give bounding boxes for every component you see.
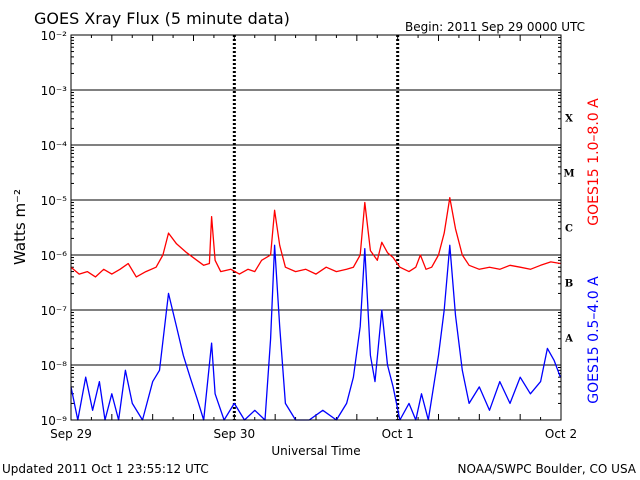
y-tick-label: 10⁻⁷ — [41, 304, 68, 318]
updated-time: Updated 2011 Oct 1 23:55:12 UTC — [2, 462, 209, 476]
begin-time: Begin: 2011 Sep 29 0000 UTC — [405, 20, 585, 34]
series-line-short-channel — [70, 244, 562, 421]
x-axis-label: Universal Time — [271, 444, 360, 458]
y-tick-label: 10⁻⁸ — [41, 359, 68, 373]
x-tick-label: Oct 2 — [545, 427, 577, 441]
y-tick-label: 10⁻⁴ — [41, 139, 68, 153]
flare-class-label: B — [565, 279, 573, 290]
x-tick-label: Oct 1 — [382, 427, 414, 441]
y-tick-label: 10⁻⁶ — [41, 249, 68, 263]
x-tick-label: Sep 30 — [213, 427, 255, 441]
plot-area: 10⁻⁹ 10⁻⁸ 10⁻⁷ 10⁻⁶ 10⁻⁵ 10⁻⁴ 10⁻³ 10⁻² Sep 29 Se… — [41, 29, 578, 441]
y-tick-label: 10⁻² — [41, 29, 68, 43]
chart-title: GOES Xray Flux (5 minute data) — [34, 9, 290, 28]
x-tick-label: Sep 29 — [50, 427, 92, 441]
flare-class-label: A — [564, 334, 573, 345]
plot-frame — [70, 34, 562, 421]
y-axis-label: Watts m⁻² — [11, 189, 29, 265]
y-tick-label: 10⁻⁹ — [41, 414, 68, 428]
flare-class-label: X — [565, 114, 573, 125]
flare-class-label: M — [563, 169, 574, 180]
series-label-short-channel: GOES15 0.5–4.0 A — [586, 276, 602, 404]
y-tick-label: 10⁻⁵ — [41, 194, 68, 208]
y-tick-label: 10⁻³ — [41, 84, 68, 98]
flare-class-label: C — [565, 224, 573, 235]
credit-text: NOAA/SWPC Boulder, CO USA — [458, 462, 637, 476]
series-label-long-channel: GOES15 1.0–8.0 A — [586, 98, 602, 226]
series-line-long-channel — [70, 197, 561, 278]
